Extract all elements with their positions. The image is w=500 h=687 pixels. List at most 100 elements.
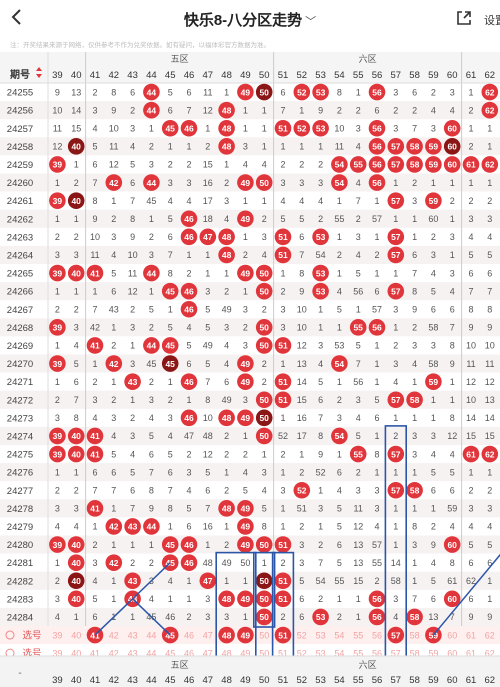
pick-number[interactable]: 47 <box>203 648 213 658</box>
miss-count: 1 <box>55 286 60 296</box>
pick-number[interactable]: 56 <box>372 648 382 658</box>
pick-number[interactable]: 43 <box>128 630 138 640</box>
pick-number[interactable]: 45 <box>165 648 175 658</box>
drawn-ball <box>443 536 461 553</box>
miss-count: 1 <box>487 467 492 477</box>
pick-number[interactable]: 40 <box>71 648 81 658</box>
pick-number[interactable]: 41 <box>90 648 100 658</box>
pick-number[interactable]: 61 <box>466 648 476 658</box>
pick-number[interactable]: 54 <box>334 648 344 658</box>
pick-number[interactable]: 57 <box>391 648 401 658</box>
pick-number[interactable]: 39 <box>52 630 62 640</box>
drawn-ball <box>161 536 179 553</box>
drawn-ball <box>274 391 292 409</box>
pick-number[interactable]: 62 <box>485 630 495 640</box>
pick-number[interactable]: 49 <box>240 648 250 658</box>
miss-count: 3 <box>74 250 79 260</box>
column-footer: 56 <box>372 675 383 686</box>
pick-number[interactable]: 53 <box>316 630 326 640</box>
pick-number[interactable]: 50 <box>259 630 269 640</box>
issue-number: 24271 <box>7 377 33 388</box>
selected-ball[interactable] <box>274 626 292 644</box>
miss-count: 1 <box>224 160 229 170</box>
pick-number[interactable]: 60 <box>447 648 457 658</box>
selected-ball[interactable] <box>237 626 254 644</box>
pick-number[interactable]: 58 <box>410 630 420 640</box>
pick-number[interactable]: 46 <box>184 630 194 640</box>
miss-count: 2 <box>149 377 154 387</box>
miss-count: 8 <box>205 395 210 405</box>
miss-count: 2 <box>186 449 191 459</box>
pick-number[interactable]: 46 <box>184 648 194 658</box>
miss-count: 4 <box>111 250 116 260</box>
back-arrow-icon[interactable] <box>6 6 28 28</box>
pick-number[interactable]: 52 <box>297 648 307 658</box>
pick-number[interactable]: 56 <box>372 630 382 640</box>
miss-count: 5 <box>111 268 116 278</box>
pick-number[interactable]: 51 <box>278 648 288 658</box>
pick-number[interactable]: 47 <box>203 630 213 640</box>
issue-number: 24280 <box>7 540 33 551</box>
miss-count: 6 <box>224 377 229 387</box>
pick-row-label[interactable]: 选号 <box>22 630 41 642</box>
miss-count: 1 <box>224 467 229 477</box>
pick-number[interactable]: 43 <box>128 648 138 658</box>
pick-number[interactable]: 60 <box>447 630 457 640</box>
radio-circle-icon[interactable] <box>5 630 15 640</box>
pick-number[interactable]: 53 <box>316 648 326 658</box>
miss-count: 2 <box>149 323 154 333</box>
miss-count: 5 <box>168 214 173 224</box>
drawn-number: 50 <box>259 413 269 423</box>
drawn-number: 54 <box>335 431 345 441</box>
miss-count: 3 <box>393 359 398 369</box>
drawn-number: 51 <box>278 395 288 405</box>
pick-number[interactable]: 39 <box>52 648 62 658</box>
pick-number[interactable]: 55 <box>353 630 363 640</box>
miss-count: 52 <box>278 431 288 441</box>
pick-number[interactable]: 62 <box>485 648 495 658</box>
drawn-ball <box>425 156 442 173</box>
drawn-ball <box>124 373 141 390</box>
pick-number[interactable]: 42 <box>109 630 119 640</box>
miss-count: 2 <box>92 87 97 97</box>
pick-number[interactable]: 54 <box>334 630 344 640</box>
miss-count: 2 <box>111 214 116 224</box>
miss-count: 2 <box>243 250 248 260</box>
pick-number[interactable]: 40 <box>71 630 81 640</box>
pick-number[interactable]: 58 <box>410 648 420 658</box>
pick-number[interactable]: 55 <box>353 648 363 658</box>
miss-count: 8 <box>149 485 154 495</box>
pick-number[interactable]: 48 <box>222 648 232 658</box>
drawn-number: 60 <box>447 594 457 604</box>
miss-count: 2 <box>168 395 173 405</box>
miss-count: 3 <box>393 594 398 604</box>
drawn-ball <box>293 83 311 101</box>
page-title[interactable]: 快乐8-八分区走势 ﹀ <box>0 9 500 30</box>
drawn-ball <box>293 119 311 137</box>
column-footer: 40 <box>71 675 82 686</box>
miss-count: 12 <box>447 431 457 441</box>
highlight-box <box>253 551 276 628</box>
selected-ball[interactable] <box>218 626 235 644</box>
miss-count: 5 <box>318 377 323 387</box>
pick-number[interactable]: 44 <box>146 630 156 640</box>
pick-number[interactable]: 42 <box>109 648 119 658</box>
share-icon[interactable] <box>455 9 473 27</box>
settings-link[interactable]: 设置 <box>484 15 500 27</box>
pick-number[interactable]: 59 <box>428 648 438 658</box>
pick-number[interactable]: 61 <box>466 630 476 640</box>
miss-count: 2 <box>318 540 323 550</box>
drawn-ball <box>180 119 198 137</box>
miss-count: 2 <box>299 467 304 477</box>
miss-count: 49 <box>203 341 213 351</box>
drawn-ball <box>180 228 198 246</box>
selected-ball[interactable] <box>387 626 405 644</box>
pick-number[interactable]: 52 <box>297 630 307 640</box>
pick-number[interactable]: 44 <box>146 648 156 658</box>
pick-number[interactable]: 50 <box>259 648 269 658</box>
sort-arrows-icon[interactable] <box>36 67 42 78</box>
miss-count: 6 <box>468 594 473 604</box>
drawn-number: 57 <box>391 160 401 170</box>
issue-header[interactable]: 期号 <box>10 68 30 81</box>
miss-count: 1 <box>186 142 191 152</box>
